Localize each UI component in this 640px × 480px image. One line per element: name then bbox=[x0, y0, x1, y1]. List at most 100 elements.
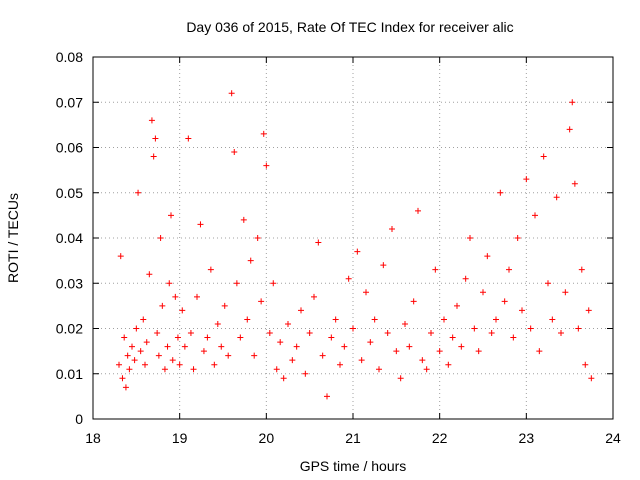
data-point bbox=[350, 325, 356, 332]
data-point bbox=[228, 90, 235, 97]
data-point bbox=[155, 352, 162, 359]
data-point bbox=[384, 330, 391, 337]
data-point bbox=[488, 330, 495, 337]
data-point bbox=[133, 325, 140, 332]
data-point bbox=[129, 343, 135, 350]
data-point bbox=[225, 352, 232, 359]
data-point bbox=[233, 280, 240, 287]
data-point bbox=[244, 316, 251, 323]
data-point bbox=[258, 298, 265, 305]
data-point bbox=[332, 316, 339, 323]
data-point bbox=[181, 343, 188, 350]
data-point bbox=[380, 262, 387, 269]
data-point bbox=[126, 366, 133, 373]
data-point bbox=[566, 126, 573, 133]
data-point bbox=[475, 348, 482, 355]
data-point bbox=[402, 320, 408, 327]
data-point bbox=[187, 330, 194, 337]
data-point bbox=[302, 370, 309, 377]
data-point bbox=[519, 307, 525, 314]
data-point bbox=[254, 235, 261, 241]
y-tick-label: 0.01 bbox=[56, 366, 83, 382]
data-point bbox=[311, 293, 317, 300]
y-tick-label: 0.02 bbox=[56, 321, 83, 337]
data-point bbox=[137, 348, 144, 355]
data-point bbox=[358, 357, 365, 364]
x-tick-label: 23 bbox=[519, 430, 535, 446]
data-point bbox=[240, 216, 247, 223]
data-point bbox=[367, 339, 374, 346]
data-point bbox=[532, 212, 538, 219]
data-point bbox=[135, 189, 142, 196]
data-point bbox=[116, 361, 122, 368]
data-point bbox=[207, 266, 214, 273]
data-point bbox=[575, 325, 582, 332]
data-point bbox=[493, 316, 499, 323]
data-point bbox=[143, 339, 150, 346]
data-point bbox=[423, 366, 430, 373]
data-point bbox=[164, 343, 171, 350]
y-tick-label: 0.03 bbox=[56, 275, 83, 291]
data-point bbox=[280, 375, 287, 382]
data-point bbox=[298, 307, 304, 314]
data-point bbox=[389, 225, 395, 232]
data-point bbox=[172, 293, 179, 300]
data-point bbox=[211, 361, 218, 368]
data-point bbox=[168, 212, 174, 219]
data-point bbox=[354, 248, 361, 255]
grid-layer bbox=[93, 57, 613, 419]
data-point bbox=[536, 348, 543, 355]
data-point bbox=[277, 339, 284, 346]
data-point bbox=[293, 343, 300, 350]
data-point bbox=[237, 334, 244, 341]
data-point bbox=[454, 302, 460, 309]
data-point bbox=[169, 357, 176, 364]
data-point bbox=[285, 320, 291, 327]
data-point bbox=[571, 180, 578, 187]
data-point bbox=[328, 334, 335, 341]
data-point bbox=[176, 361, 183, 368]
data-point bbox=[449, 334, 456, 341]
points-layer bbox=[116, 90, 595, 400]
data-point bbox=[410, 298, 417, 305]
data-point bbox=[585, 307, 592, 314]
data-point bbox=[194, 293, 200, 300]
data-point bbox=[306, 330, 313, 337]
data-point bbox=[432, 266, 439, 273]
data-point bbox=[523, 176, 530, 183]
x-tick-label: 24 bbox=[605, 430, 621, 446]
data-point bbox=[148, 117, 155, 124]
data-point bbox=[289, 357, 296, 364]
data-point bbox=[514, 235, 521, 241]
data-point bbox=[582, 361, 589, 368]
data-point bbox=[484, 253, 491, 260]
data-point bbox=[558, 330, 564, 337]
data-point bbox=[122, 384, 129, 391]
data-point bbox=[146, 271, 153, 278]
data-point bbox=[190, 366, 197, 373]
data-point bbox=[150, 153, 157, 160]
data-point bbox=[553, 194, 560, 201]
data-point bbox=[393, 348, 400, 355]
data-point bbox=[371, 316, 378, 323]
data-point bbox=[119, 375, 126, 382]
data-point bbox=[117, 253, 124, 260]
data-point bbox=[185, 135, 192, 142]
data-point bbox=[319, 352, 326, 359]
data-point bbox=[406, 343, 413, 350]
data-point bbox=[441, 316, 447, 323]
data-point bbox=[337, 361, 343, 368]
x-tick-label: 21 bbox=[345, 430, 361, 446]
data-point bbox=[142, 361, 148, 368]
y-tick-label: 0.04 bbox=[56, 230, 83, 246]
data-point bbox=[480, 289, 486, 296]
data-point bbox=[231, 149, 238, 156]
data-point bbox=[471, 325, 478, 332]
data-point bbox=[510, 334, 517, 341]
data-point bbox=[179, 307, 186, 314]
data-point bbox=[588, 375, 595, 382]
x-tick-label: 18 bbox=[85, 430, 101, 446]
data-point bbox=[562, 289, 569, 296]
data-point bbox=[247, 257, 254, 264]
